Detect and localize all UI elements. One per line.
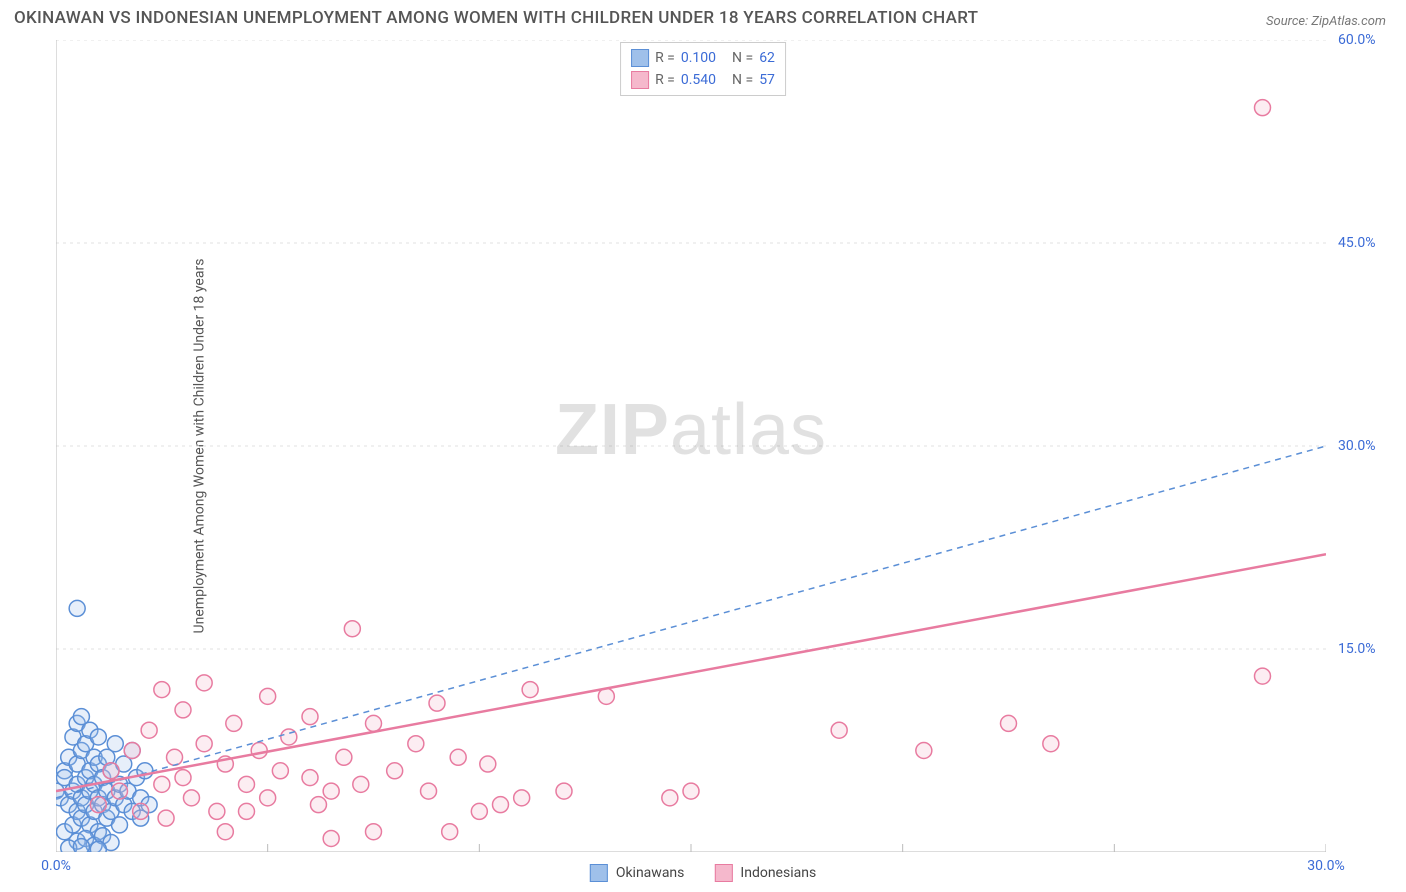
r-value-okinawans: 0.100 bbox=[681, 50, 716, 66]
swatch-indonesians bbox=[631, 71, 649, 89]
scatter-chart-svg bbox=[56, 40, 1326, 852]
chart-plot-area: ZIPatlas bbox=[56, 40, 1326, 852]
swatch-okinawans-bottom bbox=[590, 864, 608, 882]
legend-row-indonesians: R = 0.540 N = 57 bbox=[631, 69, 775, 91]
r-label: R = bbox=[655, 50, 675, 66]
n-label: N = bbox=[732, 50, 753, 66]
r-value-indonesians: 0.540 bbox=[681, 72, 716, 88]
swatch-indonesians-bottom bbox=[714, 864, 732, 882]
legend-label-okinawans: Okinawans bbox=[616, 865, 685, 881]
correlation-legend: R = 0.100 N = 62 R = 0.540 N = 57 bbox=[620, 42, 786, 96]
y-tick-label: 45.0% bbox=[1338, 235, 1376, 251]
chart-title: OKINAWAN VS INDONESIAN UNEMPLOYMENT AMON… bbox=[14, 8, 978, 28]
legend-item-okinawans: Okinawans bbox=[590, 864, 685, 882]
x-tick-label: 0.0% bbox=[41, 858, 71, 874]
legend-row-okinawans: R = 0.100 N = 62 bbox=[631, 47, 775, 69]
y-tick-label: 60.0% bbox=[1338, 32, 1376, 48]
swatch-okinawans bbox=[631, 49, 649, 67]
n-label: N = bbox=[732, 72, 753, 88]
n-value-okinawans: 62 bbox=[759, 50, 775, 66]
x-tick-label: 30.0% bbox=[1307, 858, 1345, 874]
legend-label-indonesians: Indonesians bbox=[740, 865, 816, 881]
series-legend: Okinawans Indonesians bbox=[590, 864, 816, 882]
source-attribution: Source: ZipAtlas.com bbox=[1266, 14, 1386, 29]
y-tick-label: 30.0% bbox=[1338, 438, 1376, 454]
r-label: R = bbox=[655, 72, 675, 88]
n-value-indonesians: 57 bbox=[759, 72, 775, 88]
legend-item-indonesians: Indonesians bbox=[714, 864, 816, 882]
y-tick-label: 15.0% bbox=[1338, 641, 1376, 657]
